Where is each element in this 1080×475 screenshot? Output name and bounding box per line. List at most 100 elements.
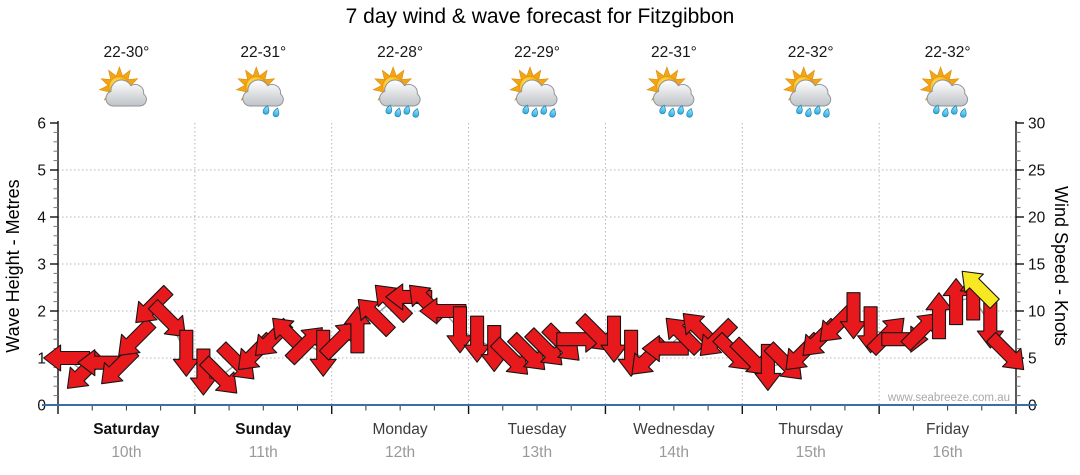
wind-arrow xyxy=(729,336,768,375)
wind-arrow xyxy=(172,329,200,377)
day-label: Tuesday xyxy=(508,421,567,438)
weather-icon-partly-cloudy xyxy=(98,66,147,108)
wind-arrow xyxy=(43,344,91,372)
raindrop-icon xyxy=(668,107,675,118)
raindrop-icon xyxy=(814,105,821,115)
date-label: 13th xyxy=(522,444,552,461)
svg-text:4: 4 xyxy=(37,210,46,227)
date-label: 10th xyxy=(111,444,141,461)
temperature-range: 22-30° xyxy=(103,44,149,61)
wind-arrow xyxy=(524,327,563,366)
day-label: Saturday xyxy=(93,421,160,438)
wind-arrow xyxy=(575,313,614,352)
wind-arrow xyxy=(665,317,704,356)
wind-arrow xyxy=(489,336,529,375)
weather-icon-partly-cloudy-light-rain xyxy=(235,66,284,118)
date-label: 16th xyxy=(933,444,963,461)
svg-text:0: 0 xyxy=(37,398,46,415)
svg-text:3: 3 xyxy=(37,257,46,274)
weather-icon-partly-cloudy-rain xyxy=(646,66,695,118)
svg-text:5: 5 xyxy=(37,163,46,180)
raindrop-icon xyxy=(805,107,812,118)
wind-arrow xyxy=(600,315,628,363)
grid-lines xyxy=(58,123,1016,405)
wind-arrow xyxy=(839,292,868,340)
date-label: 15th xyxy=(796,444,826,461)
watermark: www.seabreeze.com.au xyxy=(887,392,1010,404)
day-label: Friday xyxy=(926,421,969,438)
wind-arrow xyxy=(147,298,187,338)
weather-icon-partly-cloudy-rain xyxy=(372,66,421,118)
raindrop-icon xyxy=(531,107,538,118)
wind-arrow xyxy=(357,298,396,338)
temperature-range: 22-32° xyxy=(788,44,834,61)
cloud-icon xyxy=(789,79,832,107)
svg-text:10: 10 xyxy=(1028,304,1046,321)
svg-text:6: 6 xyxy=(37,116,46,133)
raindrop-icon xyxy=(960,108,967,118)
svg-text:15: 15 xyxy=(1028,257,1045,274)
wave-axis-title: Wave Height - Metres xyxy=(3,179,23,353)
raindrop-icon xyxy=(677,105,684,115)
wind-arrow xyxy=(506,331,546,371)
svg-text:20: 20 xyxy=(1028,210,1046,227)
weather-icon-partly-cloudy-rain xyxy=(919,66,969,118)
raindrop-icon xyxy=(796,104,803,115)
raindrop-icon xyxy=(933,104,940,115)
date-label: 14th xyxy=(659,444,689,461)
temperature-range: 22-31° xyxy=(240,44,286,61)
temperature-range: 22-31° xyxy=(651,44,697,61)
chart-title: 7 day wind & wave forecast for Fitzgibbo… xyxy=(345,5,735,28)
wind-arrow xyxy=(374,284,414,324)
svg-text:2: 2 xyxy=(37,304,46,321)
wind-arrow xyxy=(446,306,474,354)
wind-axis-title: Wind Speed - Knots xyxy=(1051,185,1071,347)
wave-tick-labels: 0 1 2 3 4 5 6 xyxy=(37,116,46,415)
cloud-icon xyxy=(105,79,147,107)
wind-arrow xyxy=(199,355,238,394)
day-label: Wednesday xyxy=(633,421,715,438)
temperature-range: 22-29° xyxy=(514,44,560,61)
wind-arrow xyxy=(925,292,953,340)
day-label: Thursday xyxy=(778,421,843,438)
svg-text:30: 30 xyxy=(1028,116,1046,133)
day-label: Monday xyxy=(373,421,428,438)
cloud-icon xyxy=(516,79,558,107)
svg-text:5: 5 xyxy=(1028,351,1037,368)
cloud-icon xyxy=(652,79,695,107)
cloud-icon xyxy=(926,79,969,107)
raindrop-icon xyxy=(549,108,556,118)
raindrop-icon xyxy=(942,107,949,118)
temperature-range: 22-28° xyxy=(377,44,423,61)
raindrop-icon xyxy=(686,108,693,118)
wind-tick-labels: 051015202530 xyxy=(1028,116,1046,415)
wind-arrow xyxy=(463,315,491,363)
weather-icon-partly-cloudy-rain xyxy=(509,66,558,118)
cloud-icon xyxy=(242,79,284,107)
date-label: 12th xyxy=(385,444,415,461)
axes xyxy=(50,121,1024,414)
raindrop-icon xyxy=(951,105,958,115)
highlighted-wind-arrow xyxy=(961,270,1000,309)
raindrop-icon xyxy=(659,104,666,115)
wind-arrow xyxy=(985,331,1025,371)
raindrop-icon xyxy=(262,105,270,115)
weather-icon-partly-cloudy-rain xyxy=(783,66,832,118)
date-label: 11th xyxy=(249,444,278,461)
raindrop-icon xyxy=(540,105,547,115)
raindrop-icon xyxy=(403,105,411,115)
wind-arrows xyxy=(43,270,1025,396)
raindrop-icon xyxy=(522,104,529,115)
raindrop-icon xyxy=(823,108,830,118)
cloud-icon xyxy=(379,79,421,107)
day-label: Sunday xyxy=(235,421,291,438)
temperature-range: 22-32° xyxy=(925,44,971,61)
svg-text:1: 1 xyxy=(37,351,46,368)
svg-text:25: 25 xyxy=(1028,163,1045,180)
raindrop-icon xyxy=(272,107,280,118)
raindrop-icon xyxy=(394,107,402,118)
raindrop-icon xyxy=(412,108,420,118)
raindrop-icon xyxy=(385,104,393,115)
